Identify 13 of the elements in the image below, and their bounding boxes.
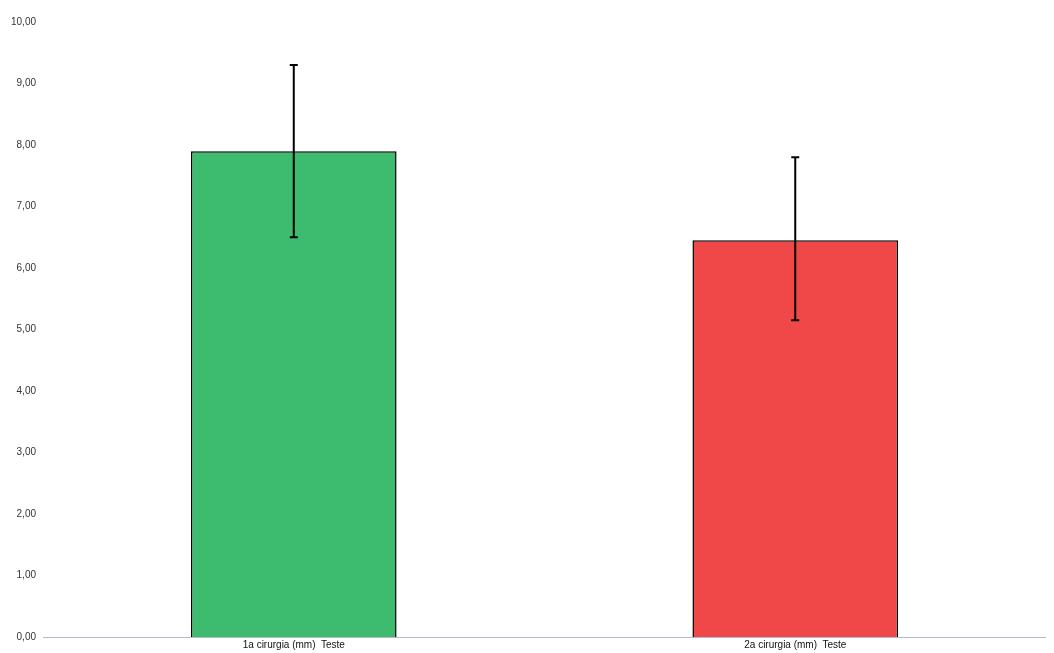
y-tick-label: 6,00 (16, 261, 37, 273)
y-tick-label: 9,00 (16, 77, 37, 89)
x-tick-label: 1a cirurgia (mm) Teste (242, 638, 346, 650)
y-tick-label: 3,00 (16, 446, 37, 458)
x-tick-label: 2a cirurgia (mm) Teste (744, 638, 847, 650)
y-tick-label: 5,00 (16, 323, 37, 335)
y-tick-label: 4,00 (16, 384, 37, 396)
y-tick-label: 1,00 (16, 569, 37, 581)
y-tick-label: 7,00 (16, 200, 37, 212)
y-tick-label: 8,00 (16, 138, 37, 150)
y-tick-label: 2,00 (16, 507, 37, 519)
y-tick-label: 10,00 (10, 15, 37, 27)
y-tick-label: 0,00 (16, 630, 37, 642)
